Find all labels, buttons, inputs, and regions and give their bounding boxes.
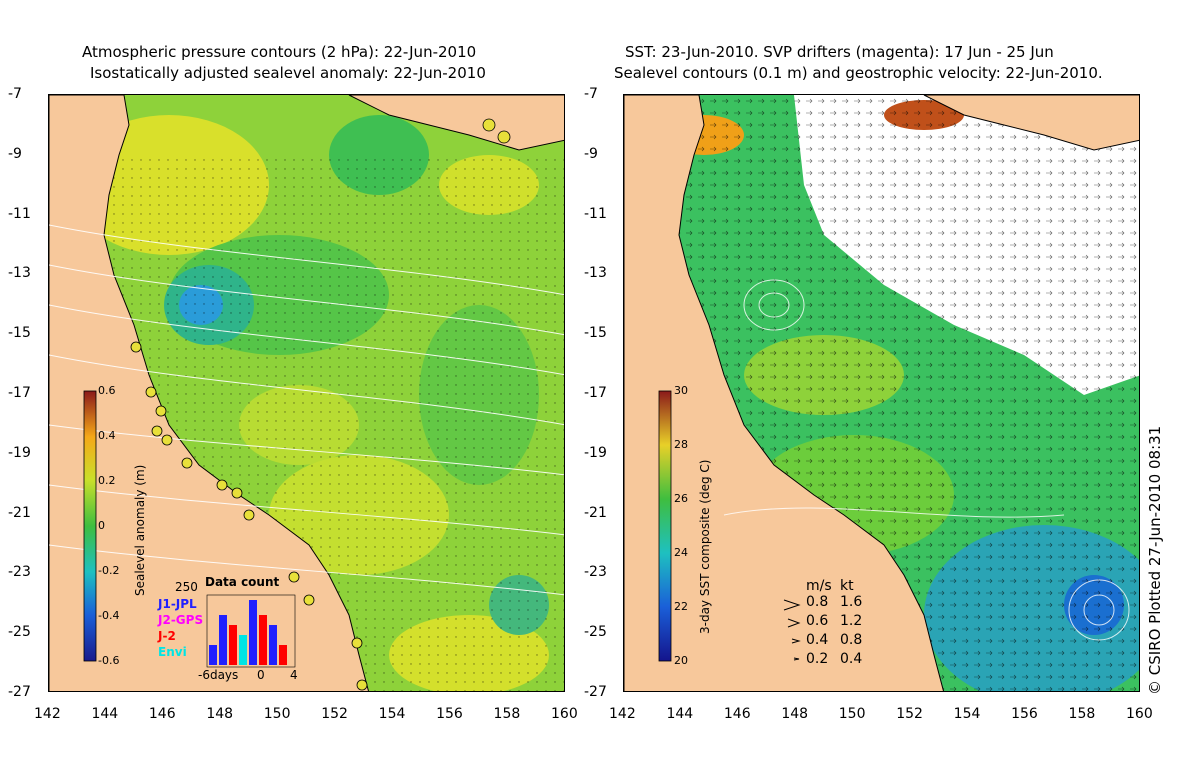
speed-legend-header-ms: m/s [806,578,832,594]
sla-colorbar-tick: 0.4 [98,429,116,442]
latitude-tick: -19 [8,444,31,461]
sst-colorbar-tick: 28 [674,438,688,451]
sla-colorbar-tick: 0.2 [98,474,116,487]
longitude-tick: 156 [436,706,463,722]
sst-colorbar [658,390,672,662]
sla-colorbar [83,390,97,662]
speed-legend-kt: 0.4 [840,651,863,667]
latitude-tick: -13 [584,265,607,282]
latitude-tick: -27 [8,684,31,700]
longitude-tick: 150 [838,706,866,722]
longitude-tick: 144 [91,706,119,722]
data-count-max: 250 [175,580,198,594]
longitude-tick: 152 [896,706,923,722]
latitude-tick: -19 [584,444,607,461]
left-title-line2: Isostatically adjusted sealevel anomaly:… [90,64,486,82]
latitude-tick: -7 [8,86,22,102]
longitude-tick: 154 [953,706,981,722]
longitude-tick: 154 [378,706,406,722]
longitude-tick: 156 [1011,706,1038,722]
sst-svg [624,95,1139,691]
latitude-tick: -17 [584,385,607,401]
latitude-tick: -17 [8,385,31,401]
sst-colorbar-tick: 20 [674,654,688,667]
longitude-tick: 160 [551,706,578,722]
sla-colorbar-tick: -0.2 [98,564,120,577]
longitude-tick: 142 [34,706,61,722]
longitude-tick: 148 [206,706,234,722]
australia-land-sst [624,95,944,691]
sla-colorbar-label: Sealevel anomaly (m) [133,464,147,596]
latitude-tick: -11 [584,205,607,222]
right-title-line2: Sealevel contours (0.1 m) and geostrophi… [614,64,1103,82]
right-title-line1: SST: 23-Jun-2010. SVP drifters (magenta)… [625,43,1054,61]
latitude-tick: -13 [8,265,31,282]
longitude-tick: 146 [148,706,176,722]
speed-legend-header-kt: kt [840,578,854,594]
sst-colorbar-label: 3-day SST composite (deg C) [698,459,712,634]
longitude-tick: 150 [263,706,291,722]
png-land-sst [923,95,1139,151]
speed-legend-kt: 1.2 [840,613,863,629]
sealevel-anomaly-svg [49,95,564,691]
latitude-tick: -15 [584,325,607,342]
data-count-legend-item: J1-JPL [158,597,197,611]
sst-colorbar-tick: 26 [674,492,688,505]
longitude-tick: 142 [609,706,636,722]
latitude-tick: -11 [8,205,31,222]
sla-colorbar-tick: 0 [98,519,105,532]
latitude-tick: -23 [584,564,607,581]
latitude-tick: -25 [8,624,31,641]
sst-colorbar-tick: 24 [674,546,688,559]
sealevel-anomaly-map[interactable] [48,94,565,692]
latitude-tick: -9 [584,145,598,162]
sla-colorbar-tick: -0.6 [98,654,120,667]
latitude-tick: -15 [8,325,31,342]
speed-legend-ms: 0.2 [806,651,829,667]
longitude-tick: 152 [321,706,348,722]
latitude-tick: -23 [8,564,31,581]
data-count-legend-item: J2-GPS [158,613,204,627]
sst-colorbar-tick: 30 [674,384,688,397]
data-count-xlabel-start: -6days [198,668,239,682]
sla-colorbar-tick: 0.6 [98,384,116,397]
speed-legend-ms: 0.4 [806,632,829,648]
latitude-tick: -25 [584,624,607,641]
latitude-tick: -21 [8,504,31,521]
sst-map[interactable] [623,94,1140,692]
speed-legend-kt: 0.8 [840,632,863,648]
sst-colorbar-tick: 22 [674,600,688,613]
speed-legend-arrows [783,599,801,661]
longitude-tick: 158 [1068,706,1096,722]
data-count-title: Data count [205,575,280,589]
speed-legend-ms: 0.8 [806,594,829,610]
speed-legend-ms: 0.6 [806,613,829,629]
latitude-tick: -7 [584,86,598,102]
data-count-bars [209,600,287,665]
data-count-xlabel-mid: 0 [257,668,265,682]
latitude-tick: -27 [584,684,607,700]
data-count-xlabel-end: 4 [290,668,298,682]
csiro-credit: © CSIRO Plotted 27-Jun-2010 08:31 [1146,425,1164,695]
sla-colorbar-tick: -0.4 [98,609,120,622]
longitude-tick: 158 [493,706,521,722]
longitude-tick: 144 [666,706,694,722]
longitude-tick: 148 [781,706,809,722]
latitude-tick: -9 [8,145,22,162]
data-count-legend-item: J-2 [158,629,176,643]
speed-legend-kt: 1.6 [840,594,863,610]
data-count-legend-item: Envi [158,645,187,659]
longitude-tick: 160 [1126,706,1153,722]
longitude-tick: 146 [723,706,751,722]
left-title-line1: Atmospheric pressure contours (2 hPa): 2… [82,43,477,61]
latitude-tick: -21 [584,504,607,521]
